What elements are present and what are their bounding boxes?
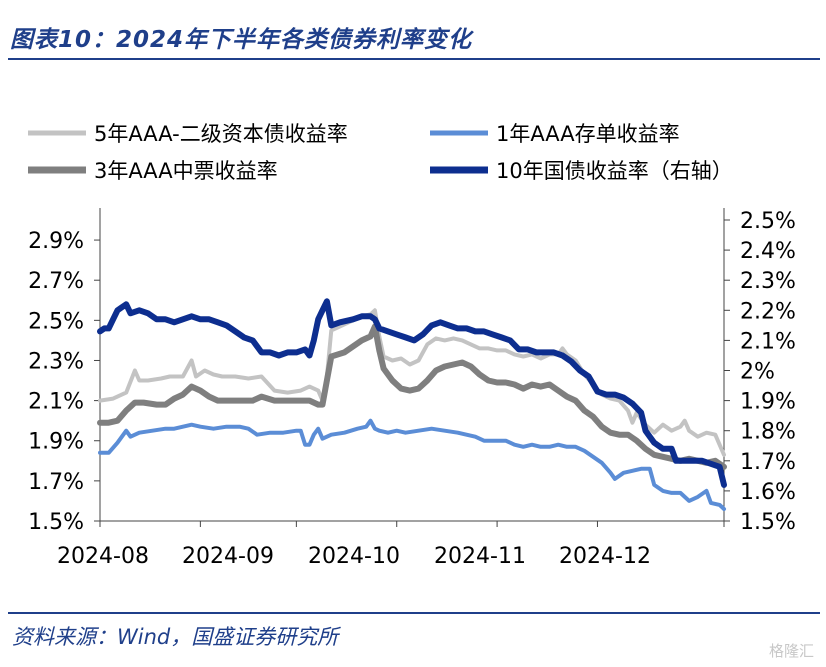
right-tick-label: 2.2% [740, 299, 796, 324]
series-line-s3y [97, 323, 727, 470]
page-title: 图表10：2024年下半年各类债券利率变化 [10, 27, 473, 53]
rate-chart: 5年AAA-二级资本债收益率 1年AAA存单收益率 3年AAA中票收益率 10年国债收… [28, 122, 796, 569]
x-tick-label: 2024-11 [434, 544, 526, 569]
watermark: 格隆汇 [768, 642, 814, 660]
right-tick-label: 2.3% [740, 269, 796, 294]
right-tick-label: 1.6% [740, 480, 796, 505]
right-tick-label: 1.8% [740, 420, 796, 445]
right-tick-label: 2.5% [740, 209, 796, 234]
left-tick-label: 2.5% [28, 309, 84, 334]
left-tick-label: 2.1% [28, 390, 84, 415]
x-tick-label: 2024-12 [559, 544, 651, 569]
left-tick-label: 1.5% [28, 510, 84, 535]
left-tick-label: 2.7% [28, 269, 84, 294]
left-tick-label: 1.9% [28, 430, 84, 455]
right-tick-label: 2% [740, 360, 775, 385]
legend-label-s3y: 3年AAA中票收益率 [94, 159, 278, 183]
x-tick-label: 2024-10 [308, 544, 400, 569]
x-tick-label: 2024-09 [182, 544, 274, 569]
series-line-s1y [98, 418, 726, 511]
right-tick-label: 2.4% [740, 239, 796, 264]
right-tick-label: 1.9% [740, 390, 796, 415]
chart-legend: 5年AAA-二级资本债收益率 1年AAA存单收益率 3年AAA中票收益率 10年国债收… [28, 122, 733, 183]
right-tick-label: 1.5% [740, 510, 796, 535]
source-note: 资料来源：Wind，国盛证券研究所 [12, 625, 339, 649]
legend-label-s5y: 5年AAA-二级资本债收益率 [94, 122, 348, 146]
left-tick-label: 2.9% [28, 229, 84, 254]
chart-axes: 1.5% 1.7% 1.9% 2.1% 2.3% 2.5% 2.7% 2.9% 1.5% 1.6%… [28, 208, 796, 569]
footer-divider [8, 612, 820, 614]
right-tick-label: 2.1% [740, 329, 796, 354]
series-line-s10y [97, 298, 727, 488]
left-tick-label: 1.7% [28, 470, 84, 495]
chart-series [97, 298, 727, 511]
x-tick-label: 2024-08 [57, 544, 149, 569]
left-tick-label: 2.3% [28, 349, 84, 374]
legend-label-s1y: 1年AAA存单收益率 [496, 122, 680, 146]
right-tick-label: 1.7% [740, 450, 796, 475]
title-divider [8, 58, 820, 60]
series-line-s5y [98, 308, 726, 457]
legend-label-s10y: 10年国债收益率（右轴） [496, 159, 733, 183]
